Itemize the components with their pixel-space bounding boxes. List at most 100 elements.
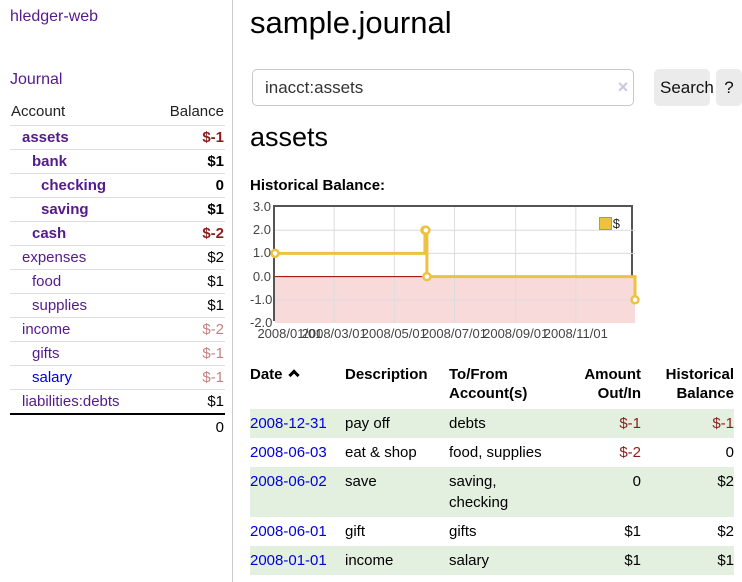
account-row: food $1 (10, 269, 225, 293)
transaction-description: save (345, 473, 377, 490)
account-row: assets $-1 (10, 125, 225, 149)
transaction-description: pay off (345, 415, 390, 432)
account-balance: $-1 (202, 129, 224, 146)
amount-column-header: Amount Out/In (584, 366, 641, 402)
balance-column-header: Historical Balance (665, 366, 734, 402)
transaction-balance: $2 (717, 523, 734, 540)
account-link[interactable]: liabilities:debts (22, 393, 120, 410)
register-row: 2008-06-01 gift gifts $1 $2 (250, 517, 734, 546)
register-header-row: Date Description To/From Account(s) Amou… (250, 362, 734, 409)
sidebar: hledger-web Journal Account Balance asse… (0, 0, 233, 582)
account-balance: $2 (207, 249, 224, 266)
transaction-amount: $-2 (619, 444, 641, 461)
account-link[interactable]: salary (32, 369, 73, 386)
date-column-header[interactable]: Date (250, 362, 345, 409)
chart-plot-area: $ (270, 205, 640, 323)
account-row: salary $-1 (10, 365, 225, 389)
historical-balance-chart: $ 3.0 2.0 1.0 0.0 -1.0 -2.0 2008/01/01 2008/03/… (250, 199, 742, 349)
transaction-amount: $-1 (619, 415, 641, 432)
transaction-balance: $2 (717, 473, 734, 490)
accounts-rows: assets $-1 bank $1 checking 0 saving $1 cash $-2 e… (10, 125, 225, 413)
account-balance: 0 (215, 177, 224, 194)
transaction-date-link[interactable]: 2008-06-02 (250, 473, 327, 490)
search-clear-icon[interactable]: × (617, 77, 629, 97)
description-column-header: Description (345, 366, 428, 383)
account-row: supplies $1 (10, 293, 225, 317)
transaction-accounts: gifts (449, 523, 477, 540)
transaction-balance: $-1 (712, 415, 734, 432)
y-axis-tick-label: 2.0 (252, 222, 271, 238)
sidebar-item-journal[interactable]: Journal (10, 71, 63, 88)
transaction-description: gift (345, 523, 366, 540)
accounts-table-header: Account Balance (10, 100, 225, 125)
account-link[interactable]: income (22, 321, 71, 338)
register-row: 2008-01-01 income salary $1 $1 (250, 546, 734, 575)
search-button[interactable]: Search (654, 69, 714, 106)
account-balance: $-2 (202, 321, 224, 338)
y-axis-tick-label: 1.0 (252, 245, 271, 261)
account-link[interactable]: cash (32, 225, 67, 242)
transaction-date-link[interactable]: 2008-01-01 (250, 552, 327, 569)
x-axis-tick-label: 2008/01/01 (257, 326, 323, 341)
account-link[interactable]: expenses (22, 249, 87, 266)
transaction-amount: $1 (624, 552, 641, 569)
account-row: saving $1 (10, 197, 225, 221)
accounts-total: 0 (10, 413, 225, 440)
x-axis-tick-label: 2008/05/01 (361, 326, 427, 341)
transaction-amount: 0 (632, 473, 641, 490)
account-link[interactable]: checking (41, 177, 107, 194)
accounts-table: Account Balance assets $-1 bank $1 checking 0… (10, 100, 225, 440)
transaction-date-link[interactable]: 2008-06-01 (250, 523, 327, 540)
account-row: income $-2 (10, 317, 225, 341)
transaction-accounts: salary (449, 552, 490, 569)
account-balance: $1 (207, 201, 224, 218)
date-header-label: Date (250, 366, 283, 383)
account-balance: $-1 (202, 345, 224, 362)
account-row: bank $1 (10, 149, 225, 173)
transaction-description: eat & shop (345, 444, 417, 461)
y-axis-tick-label: -1.0 (250, 291, 273, 307)
account-heading: assets (250, 122, 329, 152)
chart-title: Historical Balance: (250, 177, 386, 194)
page-title: sample.journal (250, 5, 452, 40)
account-link[interactable]: supplies (32, 297, 88, 314)
account-balance: $1 (207, 297, 224, 314)
account-balance: $-2 (202, 225, 224, 242)
account-link[interactable]: bank (32, 153, 68, 170)
y-axis-tick-label: 3.0 (252, 199, 271, 214)
transaction-balance: 0 (725, 444, 734, 461)
sort-ascending-icon (287, 369, 300, 381)
app-title-link[interactable]: hledger-web (10, 8, 99, 25)
account-balance: $1 (207, 153, 224, 170)
help-button[interactable]: ? (716, 69, 742, 106)
account-row: gifts $-1 (10, 341, 225, 365)
x-axis-tick-label: 2008/03/01 (301, 326, 367, 341)
register-table: Date Description To/From Account(s) Amou… (250, 362, 734, 575)
tofrom-column-header: To/From Account(s) (449, 366, 528, 402)
account-row: liabilities:debts $1 (10, 389, 225, 413)
account-balance: $1 (207, 393, 224, 410)
account-column-header: Account (11, 103, 66, 120)
transaction-accounts: debts (449, 415, 486, 432)
account-row: cash $-2 (10, 221, 225, 245)
transaction-accounts: saving, checking (449, 473, 509, 511)
account-link[interactable]: gifts (32, 345, 60, 362)
x-axis-tick-label: 2008/09/01 (483, 326, 549, 341)
account-link[interactable]: food (32, 273, 62, 290)
balance-column-header: Balance (169, 103, 224, 120)
transaction-accounts: food, supplies (449, 444, 542, 461)
x-axis-tick-label: 2008/11/01 (543, 326, 608, 341)
register-row: 2008-12-31 pay off debts $-1 $-1 (250, 409, 734, 438)
account-balance: $1 (207, 273, 224, 290)
y-axis-tick-label: 0.0 (252, 268, 271, 284)
x-axis-tick-label: 2008/07/01 (421, 326, 488, 341)
transaction-date-link[interactable]: 2008-12-31 (250, 415, 327, 432)
account-link[interactable]: saving (41, 201, 89, 218)
transaction-amount: $1 (624, 523, 641, 540)
account-link[interactable]: assets (22, 129, 69, 146)
chart-legend: $ (598, 216, 620, 231)
register-row: 2008-06-03 eat & shop food, supplies $-2 0 (250, 438, 734, 467)
transaction-balance: $1 (717, 552, 734, 569)
search-input[interactable] (252, 69, 634, 106)
transaction-date-link[interactable]: 2008-06-03 (250, 444, 327, 461)
